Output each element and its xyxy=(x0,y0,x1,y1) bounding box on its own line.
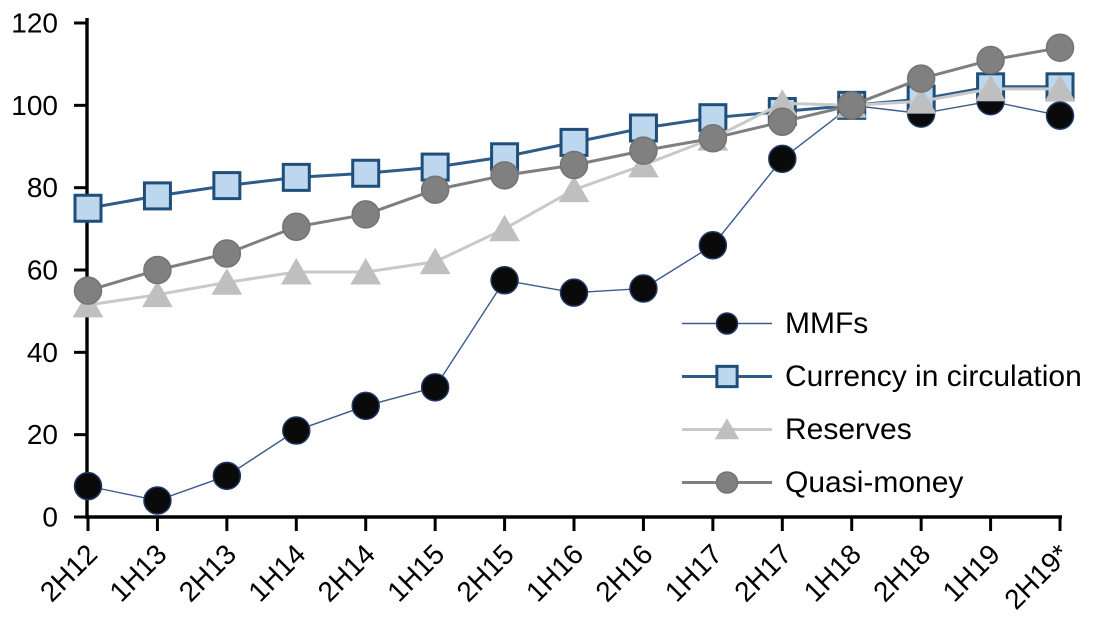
x-tick-label: 2H15 xyxy=(451,538,520,607)
x-tick-label: 2H14 xyxy=(312,538,381,607)
legend-label-reserves: Reserves xyxy=(785,412,912,446)
x-tick-label: 2H18 xyxy=(867,538,936,607)
legend-label-mmfs: MMFs xyxy=(785,306,869,340)
legend-label-quasi-money: Quasi-money xyxy=(785,465,964,499)
y-axis-ticks: 0 20 40 60 80 100 120 xyxy=(11,8,87,533)
mmfs-legend-marker-icon xyxy=(682,312,772,335)
currency-legend-marker-icon xyxy=(682,364,772,389)
x-tick-label: 1H16 xyxy=(520,538,589,607)
y-tick-label: 120 xyxy=(11,8,58,39)
quasi-money-legend-marker-icon xyxy=(682,471,772,494)
x-tick-label: 1H15 xyxy=(381,538,450,607)
legend-label-currency-in-circulation: Currency in circulation xyxy=(785,359,1082,393)
x-tick-label: 1H18 xyxy=(798,538,867,607)
legend: MMFs Currency in circulation Reserves Qu… xyxy=(680,308,1082,498)
x-tick-label: 1H19 xyxy=(937,538,1006,607)
y-tick-label: 40 xyxy=(27,337,58,368)
y-tick-label: 100 xyxy=(11,90,58,121)
legend-item-quasi-money: Quasi-money xyxy=(680,467,1082,498)
series-quasi-money xyxy=(73,33,1075,305)
y-tick-label: 80 xyxy=(27,172,58,203)
y-tick-label: 60 xyxy=(27,255,58,286)
x-tick-label: 2H13 xyxy=(173,538,242,607)
x-axis-ticks: 2H12 1H13 2H13 1H14 2H14 1H15 2H15 1H16 2H16 1H17… xyxy=(34,517,1075,615)
x-tick-label: 1H13 xyxy=(103,538,172,607)
x-tick-label: 1H17 xyxy=(659,538,728,607)
reserves-legend-marker-icon xyxy=(682,418,772,440)
y-tick-label: 0 xyxy=(42,502,58,533)
legend-item-currency-in-circulation: Currency in circulation xyxy=(680,361,1082,392)
x-tick-label: 2H12 xyxy=(34,538,103,607)
x-tick-label: 2H16 xyxy=(589,538,658,607)
y-tick-label: 20 xyxy=(27,419,58,450)
x-tick-label: 2H17 xyxy=(728,538,797,607)
x-tick-label: 1H14 xyxy=(242,538,311,607)
legend-item-mmfs: MMFs xyxy=(680,308,1082,339)
legend-item-reserves: Reserves xyxy=(680,414,1082,445)
x-tick-label: 2H19* xyxy=(998,538,1075,615)
